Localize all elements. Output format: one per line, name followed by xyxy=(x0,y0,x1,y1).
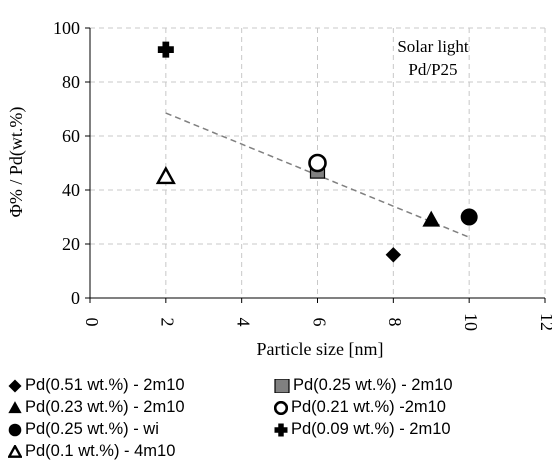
legend-item: Pd(0.23 wt.%) - 2m10 xyxy=(8,398,185,417)
data-point-circle xyxy=(460,208,478,226)
y-tick-label: 60 xyxy=(62,126,80,146)
legend-marker xyxy=(274,400,288,415)
legend-item: Pd(0.21 wt.%) -2m10 xyxy=(274,398,446,417)
x-tick-label: 0 xyxy=(82,318,102,327)
legend-triangle-icon xyxy=(8,400,22,413)
data-point-diamond xyxy=(385,247,402,263)
y-axis-label: Φ% / Pd(wt.%) xyxy=(6,107,27,218)
legend-item: Pd(0.09 wt.%) - 2m10 xyxy=(274,420,451,439)
legend-marker xyxy=(8,400,22,413)
legend-item: Pd(0.25 wt.%) - 2m10 xyxy=(274,376,453,395)
legend-label: Pd(0.25 wt.%) - wi xyxy=(25,420,159,438)
legend-label: Pd(0.21 wt.%) -2m10 xyxy=(291,398,446,416)
x-tick-label: 8 xyxy=(385,318,405,327)
legend-circle-icon xyxy=(8,423,22,436)
y-tick-label: 40 xyxy=(62,180,80,200)
x-tick-label: 12 xyxy=(537,313,552,331)
annotation-pd-p25: Pd/P25 xyxy=(408,60,457,79)
x-tick-label: 10 xyxy=(461,313,481,331)
data-points xyxy=(155,41,478,263)
legend-label: Pd(0.23 wt.%) - 2m10 xyxy=(25,398,185,416)
legend-item: Pd(0.25 wt.%) - wi xyxy=(8,420,159,439)
tick-labels: 0 20 40 60 80 100 0 2 4 6 8 10 12 xyxy=(53,18,552,331)
chart: 0 20 40 60 80 100 0 2 4 6 8 10 12 Solar light Pd/P25… xyxy=(6,18,552,359)
legend-circle-icon xyxy=(274,400,288,415)
y-tick-label: 80 xyxy=(62,72,80,92)
x-tick-label: 4 xyxy=(234,318,254,327)
legend-item: Pd(0.51 wt.%) - 2m10 xyxy=(8,376,185,395)
axes xyxy=(85,27,546,303)
legend-label: Pd(0.51 wt.%) - 2m10 xyxy=(25,376,185,394)
y-tick-label: 20 xyxy=(62,234,80,254)
legend-marker xyxy=(8,378,22,393)
data-point-triangle xyxy=(155,166,176,185)
data-point-triangle xyxy=(422,210,441,227)
legend-label: Pd(0.25 wt.%) - 2m10 xyxy=(293,376,453,394)
legend-diamond-icon xyxy=(8,378,22,393)
y-tick-label: 0 xyxy=(71,288,80,308)
legend-marker xyxy=(8,444,22,458)
legend-plus-icon xyxy=(274,423,288,436)
legend-triangle-icon xyxy=(8,444,22,458)
legend-marker xyxy=(274,423,288,436)
x-axis-label: Particle size [nm] xyxy=(257,339,384,359)
legend-square-icon xyxy=(274,378,290,393)
legend-marker xyxy=(274,378,290,393)
x-tick-label: 6 xyxy=(309,318,329,327)
legend-label: Pd(0.09 wt.%) - 2m10 xyxy=(291,420,451,438)
legend-marker xyxy=(8,423,22,436)
legend-label: Pd(0.1 wt.%) - 4m10 xyxy=(25,442,176,460)
data-point-plus xyxy=(157,41,174,58)
y-tick-label: 100 xyxy=(53,18,80,38)
annotation-solar-light: Solar light xyxy=(397,37,469,56)
grid-lines xyxy=(90,27,546,298)
x-tick-label: 2 xyxy=(158,318,178,327)
legend-item: Pd(0.1 wt.%) - 4m10 xyxy=(8,442,175,461)
data-point-circle xyxy=(308,153,327,173)
